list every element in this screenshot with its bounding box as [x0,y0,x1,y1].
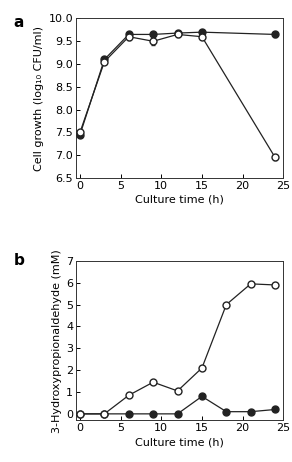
Y-axis label: 3-Hydroxypropionaldehyde (mM): 3-Hydroxypropionaldehyde (mM) [52,249,62,432]
X-axis label: Culture time (h): Culture time (h) [135,438,224,447]
Y-axis label: Cell growth (log₁₀ CFU/ml): Cell growth (log₁₀ CFU/ml) [34,26,44,171]
X-axis label: Culture time (h): Culture time (h) [135,195,224,205]
Text: b: b [14,253,25,268]
Text: a: a [14,15,24,30]
